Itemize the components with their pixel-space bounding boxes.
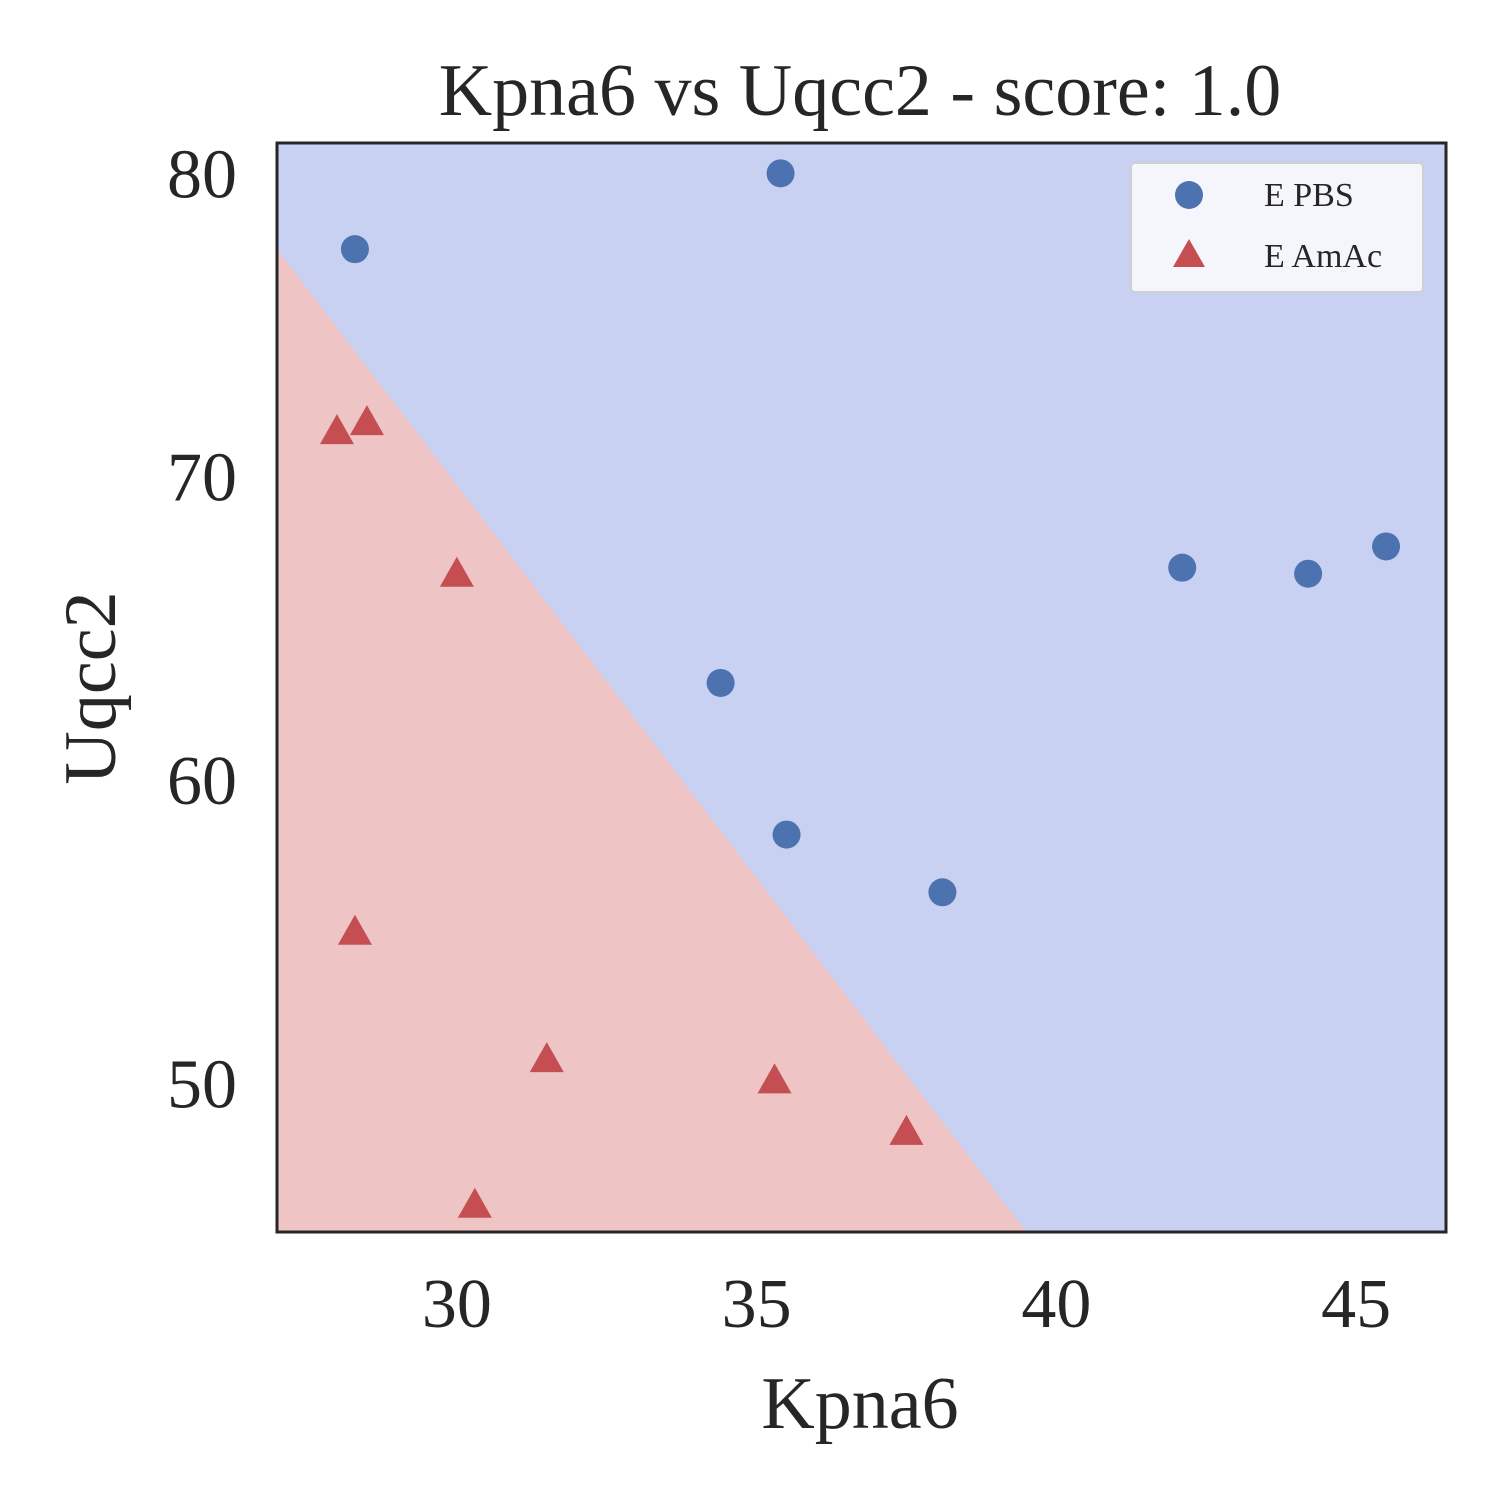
data-point-amac [349,405,384,436]
y-tick-label: 60 [167,743,237,820]
y-tick-labels: 50 60 70 80 [167,136,237,1123]
data-point-amac [457,1187,492,1218]
data-point-pbs [766,159,795,188]
plot-area [277,143,1446,1232]
y-tick-label: 50 [167,1046,237,1123]
data-point-pbs [706,668,735,697]
data-point-amac [337,914,372,945]
x-tick-label: 45 [1321,1266,1391,1343]
data-point-pbs [1372,532,1401,561]
legend-label-pbs: E PBS [1264,177,1354,214]
legend-box [1130,162,1424,293]
legend: E PBS E AmAc [1130,162,1424,293]
data-point-amac [319,414,354,445]
y-axis-label: Uqcc2 [50,591,132,784]
data-point-pbs [772,820,801,849]
legend-marker-amac [1173,239,1205,267]
data-point-amac [889,1114,924,1145]
data-point-amac [757,1063,792,1094]
x-tick-label: 40 [1021,1266,1091,1343]
data-point-amac [529,1042,564,1073]
plot-frame [275,141,1448,1234]
points-layer [319,159,1401,1218]
legend-marker-pbs [1175,181,1203,209]
y-tick-label: 70 [167,440,237,517]
data-point-pbs [340,235,369,264]
data-point-pbs [1168,553,1197,582]
x-tick-label: 35 [722,1266,792,1343]
x-tick-label: 30 [422,1266,492,1343]
x-tick-labels: 30 35 40 45 [422,1266,1391,1343]
y-tick-label: 80 [167,136,237,213]
chart-title: Kpna6 vs Uqcc2 - score: 1.0 [439,50,1282,132]
data-point-amac [439,556,474,587]
x-axis-label: Kpna6 [761,1363,958,1445]
data-point-pbs [928,878,957,907]
region-amac [277,249,1027,1232]
legend-label-amac: E AmAc [1264,238,1382,275]
data-point-pbs [1294,559,1323,588]
